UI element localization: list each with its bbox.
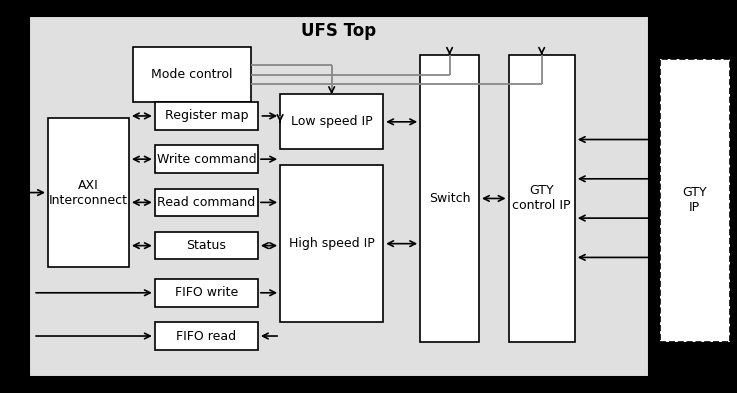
Text: Register map: Register map	[164, 109, 248, 123]
Bar	[155, 189, 258, 216]
Bar	[155, 102, 258, 130]
Text: High speed IP: High speed IP	[289, 237, 374, 250]
Bar	[280, 165, 383, 322]
Text: FIFO write: FIFO write	[175, 286, 238, 299]
Text: UFS Top: UFS Top	[301, 22, 377, 40]
Text: GTY
IP: GTY IP	[682, 186, 707, 215]
Bar	[509, 55, 575, 342]
Text: Read command: Read command	[157, 196, 256, 209]
Text: Low speed IP: Low speed IP	[291, 115, 372, 129]
Text: GTY
control IP: GTY control IP	[512, 184, 571, 213]
Bar	[280, 94, 383, 149]
Bar	[48, 118, 129, 267]
Text: Write command: Write command	[156, 152, 256, 166]
Text: FIFO read: FIFO read	[176, 329, 237, 343]
Text: Switch: Switch	[429, 192, 470, 205]
Text: Status: Status	[186, 239, 226, 252]
Bar	[133, 47, 251, 102]
Bar	[660, 59, 730, 342]
Bar	[155, 145, 258, 173]
Bar	[155, 322, 258, 350]
Text: Mode control: Mode control	[151, 68, 232, 81]
Bar	[155, 232, 258, 259]
Bar	[420, 55, 479, 342]
Text: AXI
Interconnect: AXI Interconnect	[49, 178, 128, 207]
Bar	[155, 279, 258, 307]
Bar	[29, 16, 649, 377]
